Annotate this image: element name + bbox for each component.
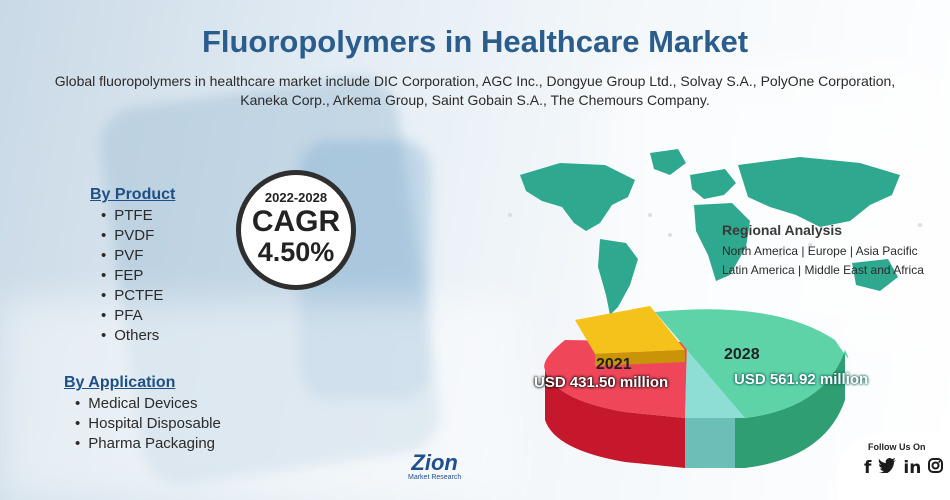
regional-line-1: North America | Europe | Asia Pacific: [722, 244, 918, 258]
social-icons: f in: [864, 458, 950, 478]
social-follow-panel: Follow Us On f in: [838, 434, 950, 500]
list-item: PTFE: [101, 206, 163, 226]
logo-tagline: Market Research: [408, 474, 462, 481]
by-product-heading: By Product: [90, 186, 176, 203]
pie-yellow-slice: [575, 306, 685, 354]
page-title: Fluoropolymers in Healthcare Market: [201, 24, 749, 59]
pie-green-slice: [655, 309, 849, 418]
pie-yellow-side: [595, 350, 685, 366]
cagr-badge: 2022-2028 CAGR 4.50%: [236, 170, 356, 290]
by-application-list: Medical Devices Hospital Disposable Phar…: [75, 394, 221, 454]
pie-red-side: [545, 370, 685, 468]
world-map-icon: [508, 149, 922, 315]
instagram-icon[interactable]: [928, 458, 944, 478]
list-item: Hospital Disposable: [75, 414, 221, 434]
cagr-value: 4.50%: [257, 237, 335, 267]
cagr-years: 2022-2028: [264, 190, 328, 205]
zion-logo: Zion Market Research: [408, 450, 462, 482]
pie-teal-side: [685, 418, 735, 468]
regional-line-2: Latin America | Middle East and Africa: [722, 263, 924, 277]
market-pie-chart: [544, 306, 849, 468]
list-item: PFA: [101, 306, 163, 326]
year-2028-label: 2028: [724, 346, 760, 363]
value-2021-label: USD 431.50 million: [534, 374, 669, 391]
year-2021-label: 2021: [596, 356, 632, 373]
regional-heading: Regional Analysis: [722, 222, 843, 238]
by-application-heading: By Application: [64, 374, 176, 391]
cagr-label: CAGR: [251, 205, 341, 238]
list-item: PVDF: [101, 226, 163, 246]
regional-analysis: Regional Analysis North America | Europe…: [722, 222, 924, 280]
list-item: PCTFE: [101, 286, 163, 306]
page-subtitle: Global fluoropolymers in healthcare mark…: [54, 73, 896, 108]
pie-green-side: [735, 350, 845, 468]
value-2028-label: USD 561.92 million: [734, 371, 869, 388]
follow-label: Follow Us On: [868, 442, 926, 452]
list-item: Medical Devices: [75, 394, 221, 414]
list-item: Others: [101, 326, 163, 346]
list-item: FEP: [101, 266, 163, 286]
by-product-list: PTFE PVDF PVF FEP PCTFE PFA Others: [101, 206, 163, 346]
background-glow-right: [600, 60, 950, 360]
facebook-icon[interactable]: f: [864, 458, 872, 478]
twitter-icon[interactable]: [878, 458, 897, 478]
list-item: Pharma Packaging: [75, 434, 221, 454]
logo-name: Zion: [411, 450, 458, 475]
list-item: PVF: [101, 246, 163, 266]
linkedin-icon[interactable]: in: [903, 458, 922, 478]
